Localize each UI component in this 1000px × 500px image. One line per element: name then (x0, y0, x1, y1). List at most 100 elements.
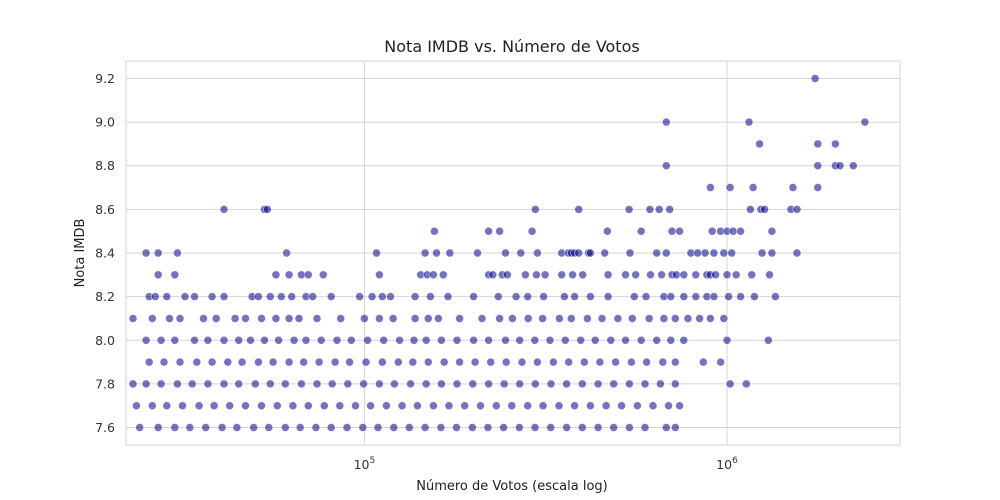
data-point (640, 423, 650, 432)
data-point (346, 335, 356, 345)
data-point (410, 292, 420, 301)
data-point (209, 401, 219, 411)
data-point (265, 379, 275, 389)
data-point (609, 379, 619, 389)
data-point (549, 357, 558, 367)
data-point (679, 292, 689, 301)
data-point (421, 335, 431, 345)
data-point (303, 270, 313, 280)
data-point (659, 314, 669, 323)
data-point (521, 270, 530, 280)
data-point (175, 314, 185, 323)
data-point (530, 205, 540, 214)
data-point (792, 248, 802, 258)
data-point (363, 335, 372, 345)
data-point (351, 401, 360, 411)
data-point (661, 117, 671, 127)
y-tick-label: 9.0 (95, 115, 115, 130)
data-points (128, 74, 870, 432)
data-point (560, 335, 570, 345)
plot-frame (125, 60, 901, 446)
data-point (657, 270, 666, 280)
data-point (410, 314, 420, 323)
data-point (530, 379, 540, 389)
data-point (716, 357, 725, 367)
data-point (711, 270, 720, 280)
data-point (230, 314, 240, 323)
data-point (586, 292, 595, 301)
data-point (452, 335, 462, 345)
data-point (377, 357, 387, 367)
data-point (390, 379, 399, 389)
data-point (675, 401, 684, 411)
data-point (178, 401, 187, 411)
data-point (590, 335, 600, 345)
data-point (645, 205, 655, 214)
data-point (831, 139, 840, 149)
data-point (709, 292, 719, 301)
data-point (600, 248, 610, 258)
data-point (316, 335, 326, 345)
data-point (523, 314, 533, 323)
data-point (586, 248, 595, 258)
data-point (670, 423, 680, 432)
data-point (499, 423, 508, 432)
data-point (272, 401, 282, 411)
data-point (648, 401, 658, 411)
data-point (326, 292, 336, 301)
data-point (282, 248, 291, 258)
data-point (429, 401, 438, 411)
grid (126, 61, 900, 445)
data-point (379, 335, 389, 345)
data-point (452, 423, 461, 432)
data-point (516, 248, 526, 258)
data-point (501, 335, 510, 345)
data-point (194, 401, 204, 411)
data-point (434, 314, 443, 323)
data-point (508, 314, 517, 323)
data-point (555, 314, 564, 323)
data-point (173, 248, 182, 258)
data-point (698, 357, 708, 367)
data-point (342, 423, 352, 432)
y-axis-ticks: 7.6 7.8 8.0 8.2 8.4 8.6 8.8 9.0 9.2 (95, 71, 115, 435)
data-point (288, 401, 298, 411)
data-point (722, 270, 732, 280)
data-point (719, 248, 729, 258)
data-point (377, 292, 387, 301)
data-point (219, 205, 229, 214)
data-point (397, 401, 407, 411)
data-point (159, 357, 169, 367)
data-point (366, 401, 375, 411)
data-point (603, 292, 613, 301)
data-point (476, 401, 485, 411)
data-point (190, 335, 199, 345)
data-point (546, 379, 556, 389)
data-point (217, 423, 227, 432)
x-axis-ticks: 105 106 (354, 456, 738, 472)
data-point (707, 226, 717, 236)
data-point (294, 314, 304, 323)
data-point (515, 379, 525, 389)
data-point (406, 379, 415, 389)
data-point (484, 379, 493, 389)
data-point (606, 335, 616, 345)
data-point (469, 335, 478, 345)
data-point (314, 357, 324, 367)
data-point (641, 292, 651, 301)
data-point (432, 248, 441, 258)
data-point (636, 226, 646, 236)
data-point (260, 335, 269, 345)
data-point (484, 226, 493, 236)
data-point (443, 292, 453, 301)
data-point (468, 423, 477, 432)
data-point (709, 248, 719, 258)
data-point (627, 357, 636, 367)
data-point (326, 423, 336, 432)
data-point (265, 292, 275, 301)
data-point (675, 226, 684, 236)
data-point (336, 314, 346, 323)
data-point (375, 270, 384, 280)
data-point (760, 205, 769, 214)
data-point (625, 379, 634, 389)
